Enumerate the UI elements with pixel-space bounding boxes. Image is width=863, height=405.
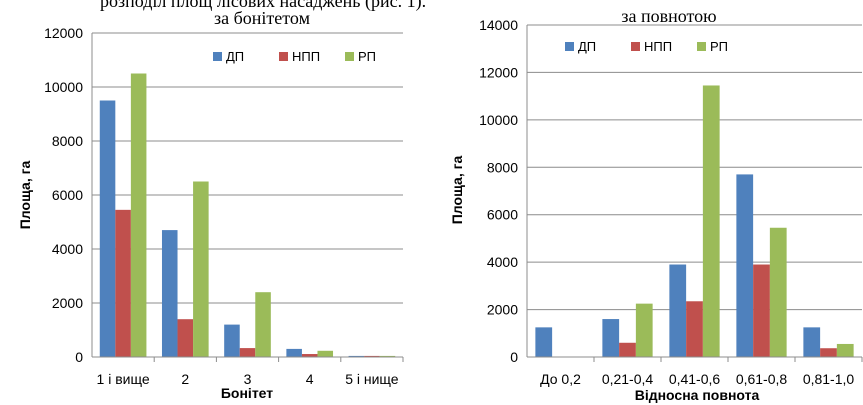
bar-нпп-2 [619, 342, 636, 357]
y-tick-label: 2000 [487, 302, 518, 318]
bar-рп-3 [255, 292, 271, 357]
bar-рп-1 [130, 73, 147, 357]
x-tick-label: 4 [306, 371, 314, 387]
chart-title: за повнотою [621, 6, 716, 26]
chart-bonitet: за бонітетом 0 2000 4000 6000 8000 10000 12000 1… [17, 8, 404, 401]
bar-дп-1 [535, 327, 553, 357]
bar-дп-2 [602, 319, 620, 357]
x-tick-label: 1 і вище [97, 371, 150, 387]
legend-label: РП [710, 39, 728, 54]
chart-title: за бонітетом [214, 8, 310, 28]
bar-нпп-3 [239, 348, 256, 357]
y-tick-label: 10000 [44, 79, 83, 95]
y-axis-title: Площа, га [17, 161, 33, 230]
y-tick-label: 0 [75, 349, 83, 365]
legend-swatch-нпп [279, 52, 288, 61]
x-tick-label: 5 і нище [345, 371, 399, 387]
y-tick-label: 2000 [52, 295, 83, 311]
bar-рп-2 [193, 181, 209, 357]
bar-дп-5 [803, 327, 821, 357]
legend-swatch-дп [565, 42, 574, 51]
caption-text: розподіл площ лісових насаджень (рис. 1)… [100, 0, 427, 11]
x-tick-label: 0,81-1,0 [803, 371, 855, 387]
x-tick-label: До 0,2 [540, 371, 581, 387]
bar-нпп-5 [820, 348, 837, 357]
legend-swatch-рп [345, 52, 354, 61]
bar-рп-4 [317, 350, 334, 357]
y-tick-label: 14000 [479, 17, 518, 33]
cropped-caption-line: розподіл площ лісових насаджень (рис. 1)… [0, 0, 863, 12]
bar-рп-5 [379, 355, 396, 357]
y-axis-title: Площа, га [449, 156, 465, 225]
x-tick-label: 0,21-0,4 [602, 371, 654, 387]
bar-дп-4 [736, 174, 754, 357]
legend-label: ДП [578, 39, 596, 54]
legend-label: РП [358, 49, 376, 64]
legend-swatch-дп [213, 52, 222, 61]
bar-дп-1 [99, 100, 116, 357]
bar-нпп-3 [686, 301, 703, 357]
x-tick-label: 2 [181, 371, 189, 387]
y-tick-label: 0 [510, 349, 518, 365]
bar-дп-2 [161, 230, 178, 357]
y-tick-label: 10000 [479, 112, 518, 128]
y-tick-label: 12000 [479, 64, 518, 80]
y-tick-label: 6000 [487, 207, 518, 223]
legend-label: НПП [644, 39, 672, 54]
bar-нпп-4 [301, 354, 318, 357]
legend-label: НПП [292, 49, 320, 64]
bar-дп-4 [286, 348, 302, 357]
y-tick-label: 4000 [487, 254, 518, 270]
x-tick-label: 3 [244, 371, 252, 387]
bar-рп-4 [769, 227, 787, 357]
bar-дп-5 [348, 355, 365, 357]
bar-нпп-4 [753, 264, 770, 357]
bar-рп-3 [702, 85, 720, 357]
x-tick-label: 0,61-0,8 [736, 371, 788, 387]
x-tick-label: 0,41-0,6 [669, 371, 721, 387]
x-axis-title: Бонітет [221, 385, 273, 401]
bar-нпп-5 [364, 355, 380, 357]
x-axis-title: Відносна повнота [635, 387, 760, 403]
chart-density: за повнотою 0 2000 4000 6000 8000 10000 12000 14… [449, 6, 863, 403]
y-tick-label: 4000 [52, 241, 83, 257]
y-tick-label: 8000 [487, 159, 518, 175]
y-tick-label: 12000 [44, 25, 83, 41]
bar-нпп-2 [177, 319, 194, 357]
legend-swatch-нпп [631, 42, 640, 51]
y-tick-label: 6000 [52, 187, 83, 203]
bar-рп-2 [635, 303, 653, 357]
y-tick-label: 8000 [52, 133, 83, 149]
bar-дп-3 [669, 264, 687, 357]
legend-label: ДП [226, 49, 244, 64]
legend-swatch-рп [697, 42, 706, 51]
bar-рп-5 [836, 343, 854, 357]
bar-нпп-1 [115, 209, 131, 357]
bar-дп-3 [224, 324, 240, 357]
